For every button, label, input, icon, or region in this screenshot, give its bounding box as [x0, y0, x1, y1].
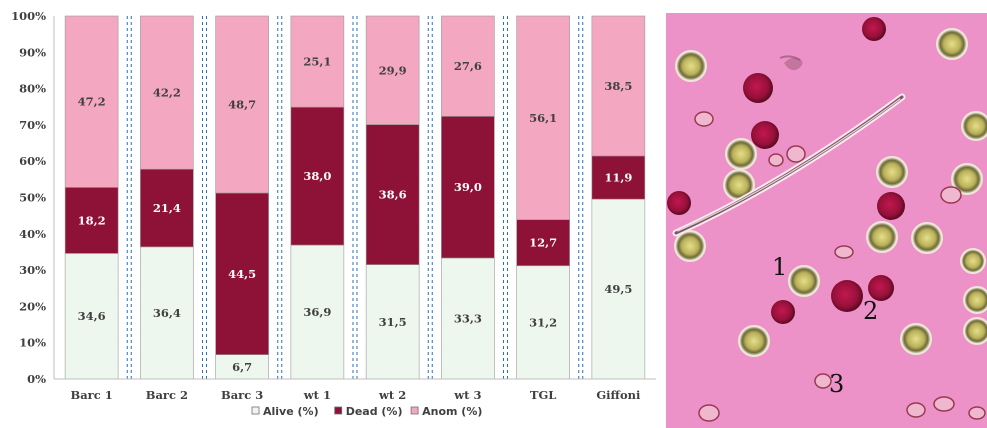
category-separators [126, 16, 584, 379]
data-label: 39,0 [454, 180, 482, 194]
bar-segment [290, 244, 345, 380]
data-label: 31,5 [379, 315, 407, 329]
x-category-label: TGL [530, 388, 556, 402]
data-label: 44,5 [228, 267, 256, 281]
legend-swatch [251, 406, 260, 415]
grain-label-1: 1 [772, 253, 787, 281]
legend-swatch [410, 406, 419, 415]
micrograph-background [666, 13, 987, 428]
data-label: 47,2 [78, 95, 106, 109]
x-category-label: Barc 1 [71, 388, 113, 402]
data-label: 21,4 [153, 201, 181, 215]
bar-segment [215, 15, 269, 194]
alive-pollen-grains [674, 28, 987, 357]
data-label: 38,0 [303, 169, 331, 183]
y-tick-label: 50% [19, 191, 46, 205]
y-tick-label: 10% [19, 336, 46, 350]
legend-swatch [334, 406, 343, 415]
data-label: 56,1 [529, 111, 557, 125]
data-label: 11,9 [604, 171, 632, 185]
data-label: 33,3 [454, 312, 482, 326]
pollen-tube [672, 93, 906, 237]
bar-segment [591, 198, 646, 380]
bar-segment [215, 354, 269, 380]
dead-pollen-grains [667, 17, 905, 324]
data-label: 38,5 [604, 79, 632, 93]
x-category-label: Barc 3 [221, 388, 263, 402]
data-label: 31,2 [529, 315, 557, 329]
bar-segment [64, 15, 119, 188]
y-tick-label: 40% [19, 227, 46, 241]
legend-label: Dead (%) [346, 405, 403, 418]
y-tick-labels: 0% 10% 20% 30% 40% 50% 60% 70% 80% 90% 100% [11, 9, 46, 386]
bar-segment [516, 219, 570, 267]
bar-segment [591, 155, 646, 200]
data-label: 38,6 [379, 188, 407, 202]
x-category-label: wt 1 [303, 388, 331, 402]
data-label: 49,5 [604, 282, 632, 296]
pollen-micrograph: 1 2 3 [666, 13, 987, 428]
y-tick-label: 20% [19, 299, 46, 313]
bar-segment [441, 15, 495, 117]
bar-segment [140, 246, 194, 380]
bar-segment [215, 192, 269, 355]
data-label: 6,7 [232, 360, 252, 374]
grain-label-2: 2 [863, 297, 878, 325]
data-label: 18,2 [78, 213, 106, 227]
y-tick-label: 80% [19, 82, 46, 96]
legend-label: Alive (%) [263, 405, 319, 418]
y-tick-label: 70% [19, 118, 46, 132]
data-label: 27,6 [454, 59, 482, 73]
anomalous-pollen-grains [694, 111, 986, 422]
data-label: 29,9 [379, 63, 407, 77]
x-category-label: wt 2 [378, 388, 406, 402]
data-labels-group: 34,6 18,2 47,2 36,4 21,4 42,2 6,7 44,5 48,7 36,9 3… [78, 55, 633, 374]
y-tick-label: 60% [19, 154, 46, 168]
x-category-label: wt 3 [453, 388, 481, 402]
y-tick-label: 0% [27, 372, 46, 386]
data-label: 42,2 [153, 86, 181, 100]
x-category-labels: Barc 1 Barc 2 Barc 3 wt 1 wt 2 wt 3 TGL Giffoni [71, 388, 642, 402]
y-tick-label: 90% [19, 45, 46, 59]
debris [779, 55, 803, 71]
bar-segment [290, 106, 345, 246]
bar-segment [365, 124, 420, 265]
x-category-label: Barc 2 [146, 388, 188, 402]
bar-segment [64, 187, 119, 254]
legend-label: Anom (%) [422, 405, 482, 418]
bar-segment [64, 253, 119, 380]
x-category-label: Giffoni [596, 388, 641, 402]
data-label: 12,7 [529, 236, 557, 250]
bar-segment [591, 15, 646, 157]
stacked-bar-chart: 34,6 18,2 47,2 36,4 21,4 42,2 6,7 44,5 48,7 36,9 3… [11, 9, 656, 418]
bar-segment [516, 15, 570, 220]
data-label: 36,4 [153, 306, 181, 320]
bar-segment [140, 15, 194, 170]
bar-segment [441, 115, 495, 259]
grain-label-3: 3 [829, 370, 844, 398]
data-label: 34,6 [78, 309, 106, 323]
data-label: 25,1 [303, 55, 331, 69]
bars-group [64, 15, 646, 380]
bar-segment [516, 265, 570, 380]
bar-segment [365, 15, 420, 125]
y-tick-label: 100% [11, 9, 46, 23]
bar-segment [140, 168, 194, 248]
bar-segment [290, 15, 345, 108]
data-label: 48,7 [228, 97, 256, 111]
y-tick-label: 30% [19, 263, 46, 277]
data-label: 36,9 [303, 305, 331, 319]
legend: Alive (%) Dead (%) Anom (%) [251, 405, 482, 418]
bar-segment [441, 257, 495, 380]
